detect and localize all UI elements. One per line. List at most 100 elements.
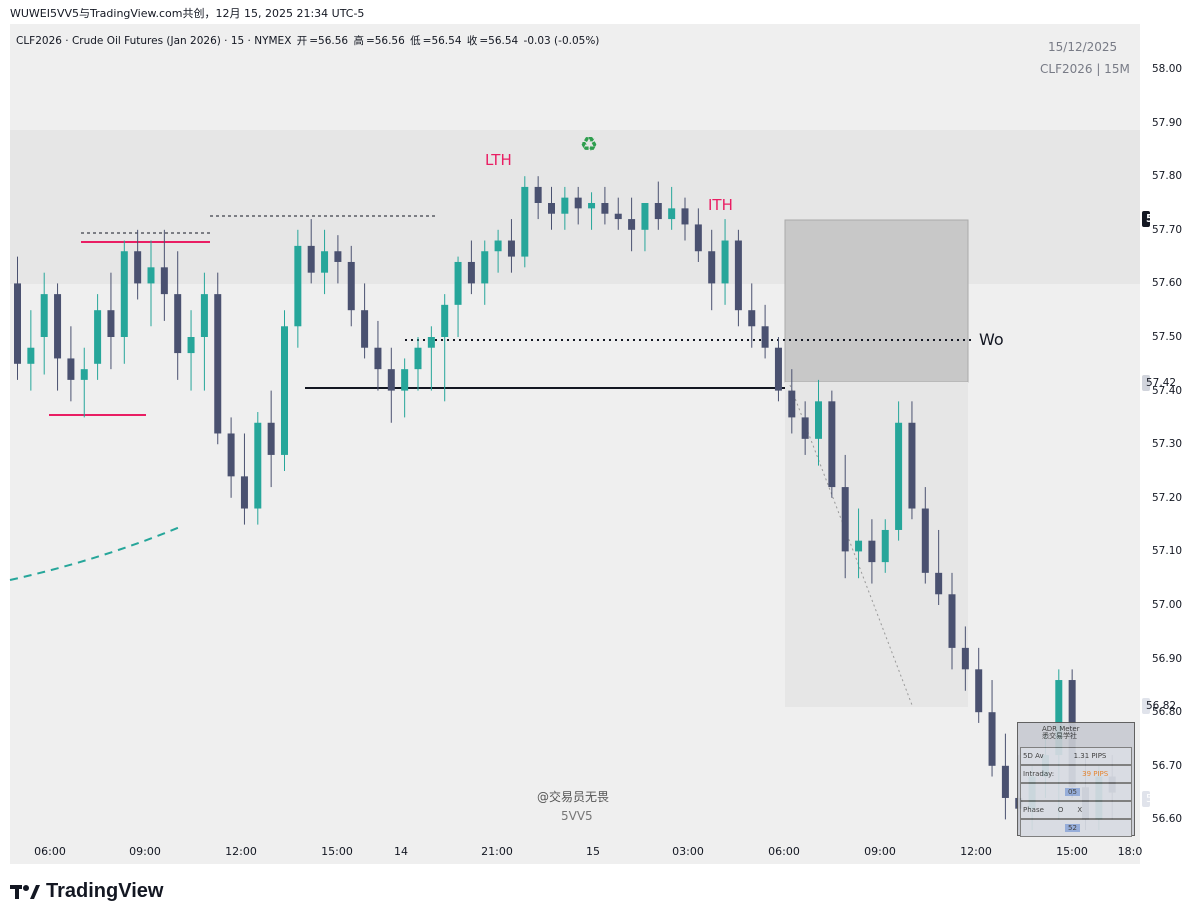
- price-axis-label: 58.00: [1152, 63, 1183, 75]
- adr-title-1: ADR Meter: [1042, 725, 1080, 733]
- candle-body: [654, 203, 662, 220]
- candle-body: [281, 326, 288, 455]
- candle-body: [975, 669, 983, 713]
- candle-body: [574, 197, 582, 209]
- candle-body: [614, 213, 622, 220]
- open-value: =56.56: [309, 35, 349, 47]
- projection-range: [785, 382, 968, 707]
- price-axis-label: 56.90: [1152, 652, 1183, 665]
- adr-5d-label: 5D Av: [1023, 752, 1044, 760]
- price-axis-label: 57.10: [1152, 545, 1183, 558]
- adr-row-3: 05: [1020, 783, 1132, 801]
- candle-body: [481, 251, 489, 284]
- price-axis-label: 57.20: [1152, 491, 1183, 504]
- candle-body: [895, 422, 903, 530]
- tradingview-logo[interactable]: TradingView: [10, 880, 163, 903]
- candle-body: [1055, 680, 1063, 756]
- watermark-handle: @交易员无畏: [537, 790, 610, 804]
- candle-body: [561, 197, 569, 214]
- candle-body: [147, 267, 155, 284]
- price-tag-low: 56.82: [1142, 698, 1176, 714]
- price-tag-mid: 57.42: [1142, 375, 1176, 391]
- close-value: =56.54: [479, 35, 519, 47]
- price-axis-label: 57.50: [1152, 331, 1183, 343]
- candle-body: [935, 572, 943, 595]
- corner-date: 15/12/2025: [1048, 40, 1118, 54]
- price-axis-label: 56.70: [1152, 759, 1183, 772]
- high-value: =56.56: [365, 35, 405, 47]
- candle-body: [27, 347, 35, 364]
- price-axis-label: 56.60: [1152, 813, 1183, 826]
- candle-body: [708, 251, 716, 284]
- candle-body: [868, 540, 876, 563]
- candle-body: [40, 294, 48, 337]
- adr-row-intraday: Intraday: 39 PIPS: [1020, 765, 1132, 783]
- projection-box: [784, 219, 969, 383]
- time-axis-label: 15:00: [1056, 845, 1088, 858]
- candle-body: [347, 261, 355, 311]
- symbol-header[interactable]: CLF2026 · Crude Oil Futures (Jan 2026) ·…: [16, 33, 601, 48]
- time-axis-label: 06:00: [34, 845, 66, 858]
- candle-body: [881, 529, 889, 563]
- watermark-sub: 5VV5: [561, 809, 593, 823]
- candle-body: [628, 219, 636, 230]
- candle-body: [601, 203, 609, 214]
- candle-body: [494, 240, 502, 252]
- price-tag-last: 56.65: [1142, 791, 1176, 807]
- low-value: =56.54: [422, 35, 462, 47]
- candle-body: [815, 401, 822, 439]
- candle-body: [961, 647, 969, 670]
- time-axis-label: 12:00: [225, 845, 257, 858]
- time-axis-label: 06:00: [768, 845, 800, 858]
- candle-body: [67, 358, 75, 380]
- price-axis-label: 57.00: [1152, 599, 1183, 611]
- adr-title-2: 悉交易学社: [1042, 732, 1077, 740]
- high-label: 高: [353, 35, 364, 47]
- tradingview-logo-icon: [10, 884, 40, 899]
- adr-title: ADR Meter 悉交易学社: [1042, 726, 1080, 740]
- candle-body: [548, 203, 555, 214]
- candle-body: [427, 337, 435, 348]
- candle-body: [200, 294, 208, 337]
- candle-body: [107, 310, 115, 337]
- tradingview-logo-text: TradingView: [46, 880, 164, 902]
- time-axis-label: 15: [586, 845, 600, 858]
- candle-body: [774, 347, 782, 391]
- candle-body: [921, 508, 929, 573]
- candle-body: [321, 251, 329, 273]
- candle-body: [80, 369, 88, 380]
- candle-body: [721, 240, 729, 284]
- adr-row-5: 52: [1020, 819, 1132, 837]
- candle-body: [801, 417, 809, 439]
- candle-body: [681, 208, 689, 225]
- lth-label: LTH: [485, 151, 512, 169]
- ith-label: ITH: [708, 196, 733, 214]
- time-axis-label: 15:00: [321, 845, 353, 858]
- candle-body: [401, 369, 409, 391]
- candle-body: [307, 245, 315, 273]
- candle-body: [134, 251, 142, 284]
- adr-phase-b: X: [1077, 806, 1083, 814]
- adr-row5-value: 52: [1065, 824, 1080, 832]
- time-axis-label: 21:00: [481, 845, 513, 858]
- candle-body: [467, 261, 475, 284]
- close-label: 收: [466, 35, 478, 47]
- candle-body: [94, 310, 102, 364]
- candle-body: [988, 712, 996, 766]
- wo-label: Wo: [979, 330, 1004, 349]
- candle-body: [187, 337, 195, 354]
- candle-body: [788, 390, 796, 418]
- candle-body: [641, 203, 649, 230]
- candle-body: [828, 401, 836, 488]
- candle-body: [534, 186, 542, 203]
- price-axis-label: 57.30: [1152, 438, 1183, 451]
- projection-diagonal: [789, 384, 913, 706]
- candle-body: [441, 304, 449, 337]
- time-axis-label: 18:0: [1117, 845, 1143, 858]
- time-axis-label: 09:00: [864, 845, 896, 858]
- candle-body: [374, 347, 382, 370]
- candle-body: [227, 433, 235, 477]
- candle-body: [387, 369, 395, 391]
- adr-5d-value: 1.31 PIPS: [1073, 752, 1107, 760]
